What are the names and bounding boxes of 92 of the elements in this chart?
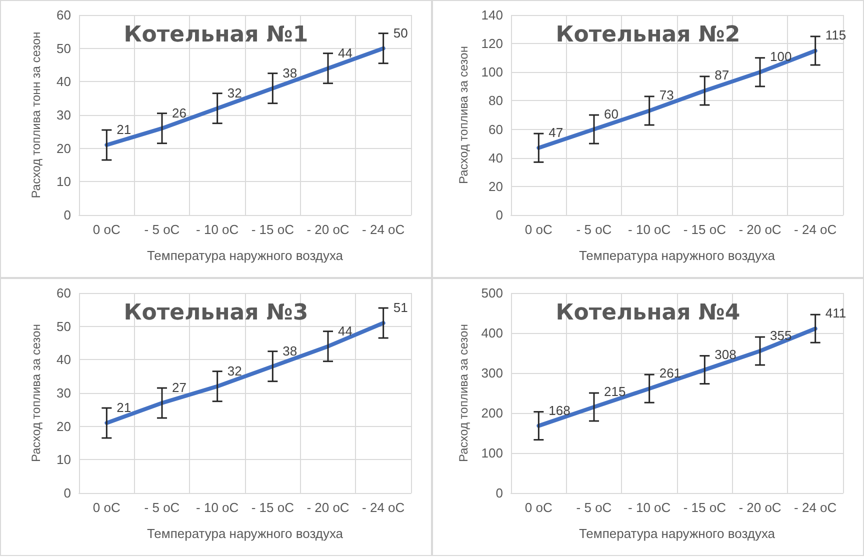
data-label: 50: [393, 25, 408, 40]
data-label: 38: [282, 65, 298, 80]
data-label: 21: [116, 122, 132, 137]
x-tick-label: 0 oC: [524, 222, 552, 237]
x-tick-label: - 10 oC: [196, 500, 239, 515]
x-tick-label: - 15 oC: [683, 222, 726, 237]
y-tick-label: 40: [56, 74, 71, 90]
data-label: 308: [714, 346, 736, 362]
chart-title: Котельная №3: [124, 300, 308, 326]
data-label: 26: [172, 105, 186, 120]
y-tick-label: 30: [56, 386, 71, 400]
y-tick-label: 40: [56, 352, 71, 368]
x-axis-title: Температура наружного воздуха: [146, 248, 344, 263]
y-tick-label: 50: [56, 40, 71, 56]
y-tick-label: 500: [481, 286, 503, 300]
x-tick-label: - 20 oC: [738, 222, 782, 237]
y-axis-title: Расход топлива за сезон: [456, 324, 470, 462]
data-label: 27: [172, 380, 186, 395]
x-tick-label: - 24 oC: [362, 222, 405, 237]
x-axis-title: Температура наружного воздуха: [578, 526, 776, 541]
data-label: 32: [227, 363, 242, 378]
data-label: 87: [714, 68, 730, 83]
x-tick-label: - 24 oC: [362, 500, 405, 515]
x-tick-label: - 5 oC: [144, 500, 180, 515]
x-tick-label: - 15 oC: [683, 500, 726, 515]
data-label: 355: [770, 328, 792, 343]
y-tick-label: 0: [64, 486, 71, 500]
x-tick-label: - 20 oC: [306, 222, 350, 237]
y-tick-label: 80: [488, 93, 503, 108]
data-label: 32: [227, 85, 242, 100]
data-label: 261: [659, 366, 682, 381]
data-label: 38: [282, 343, 298, 358]
y-tick-label: 30: [56, 108, 71, 122]
line-series: [104, 321, 386, 425]
x-tick-label: - 10 oC: [628, 222, 671, 237]
line-series: [536, 326, 818, 428]
chart-title: Котельная №1: [124, 22, 308, 48]
data-label: 100: [770, 49, 792, 64]
y-tick-label: 400: [481, 326, 503, 340]
x-tick-label: - 5 oC: [144, 222, 180, 237]
y-axis-title: Расход топлива за сезон: [456, 46, 470, 184]
y-tick-label: 20: [56, 418, 71, 434]
x-tick-label: - 5 oC: [576, 222, 612, 237]
x-axis-title: Температура наружного воздуха: [578, 248, 776, 263]
data-label: 44: [338, 45, 352, 60]
x-tick-label: - 24 oC: [794, 500, 837, 515]
x-tick-label: 0 oC: [92, 500, 120, 515]
y-tick-label: 100: [481, 446, 503, 460]
x-tick-label: - 20 oC: [738, 500, 782, 515]
data-label: 411: [825, 306, 846, 321]
y-tick-label: 10: [56, 174, 71, 190]
y-tick-label: 60: [488, 122, 503, 137]
y-tick-label: 60: [56, 8, 71, 22]
line-series: [536, 48, 818, 150]
x-tick-label: - 15 oC: [251, 500, 294, 515]
line-series: [104, 46, 386, 147]
y-tick-label: 300: [481, 366, 503, 380]
y-tick-label: 0: [496, 486, 503, 500]
y-tick-label: 140: [481, 8, 503, 22]
y-tick-label: 0: [64, 208, 71, 222]
y-tick-label: 120: [481, 36, 503, 52]
x-tick-label: - 10 oC: [196, 222, 239, 237]
data-label: 51: [393, 300, 408, 315]
x-tick-label: - 24 oC: [794, 222, 837, 237]
y-axis-title: Расход топлива тонн за сезон: [29, 32, 43, 198]
chart-title: Котельная №4: [556, 300, 740, 326]
data-label: 73: [659, 88, 674, 103]
data-label: 168: [548, 402, 570, 418]
y-tick-label: 100: [481, 64, 503, 80]
data-label: 115: [825, 28, 846, 43]
y-tick-label: 20: [488, 178, 503, 194]
y-tick-label: 40: [488, 150, 503, 166]
data-label: 21: [116, 400, 132, 415]
x-tick-label: - 5 oC: [576, 500, 612, 515]
x-tick-label: - 15 oC: [251, 222, 294, 237]
x-tick-label: - 10 oC: [628, 500, 671, 515]
y-tick-label: 200: [481, 406, 503, 420]
x-axis-title: Температура наружного воздуха: [146, 526, 344, 541]
data-label: 44: [338, 323, 352, 338]
x-tick-label: - 20 oC: [306, 500, 350, 515]
data-label: 215: [604, 384, 626, 399]
x-tick-label: 0 oC: [524, 500, 552, 515]
x-tick-label: 0 oC: [92, 222, 120, 237]
chart-title: Котельная №2: [556, 22, 740, 48]
y-axis-title: Расход топлива за сезон: [29, 324, 43, 462]
y-tick-label: 20: [56, 140, 71, 156]
data-label: 60: [604, 106, 618, 122]
y-tick-label: 60: [56, 286, 71, 300]
data-label: 47: [548, 124, 564, 140]
y-tick-label: 0: [496, 208, 503, 222]
y-tick-label: 50: [56, 318, 71, 334]
y-tick-label: 10: [56, 452, 71, 468]
